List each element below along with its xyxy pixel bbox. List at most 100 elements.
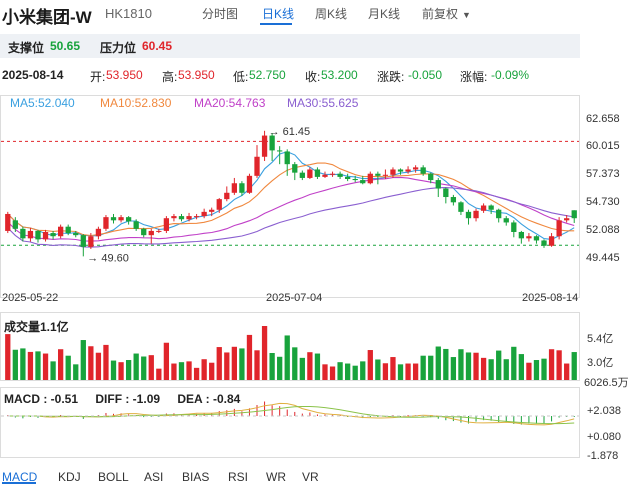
candle-body: [360, 180, 366, 184]
indicator-tab-wr[interactable]: WR: [266, 470, 286, 484]
volume-bar: [20, 348, 26, 380]
candle-body: [156, 230, 162, 232]
volume-bar: [5, 334, 11, 380]
price-panel-frame: [0, 95, 580, 298]
volume-bar: [428, 355, 434, 380]
indicator-tab-bias[interactable]: BIAS: [182, 470, 210, 484]
candle-body: [292, 164, 298, 173]
candle-body: [382, 174, 389, 176]
indicator-tab-asi[interactable]: ASI: [144, 470, 164, 484]
volume-bar: [224, 352, 230, 380]
volume-bar: [526, 362, 532, 380]
candle-body: [58, 226, 64, 237]
adjust-label: 前复权: [422, 7, 459, 21]
active-indicator-underline: [2, 482, 36, 484]
price-tick: 60.015: [586, 140, 620, 152]
kline-chart[interactable]: → 61.45 → 49.60: [0, 90, 640, 468]
volume-bar: [110, 360, 117, 380]
tab-daily-k[interactable]: 日K线: [262, 7, 295, 21]
indicator-tab-rsi[interactable]: RSI: [228, 470, 249, 484]
candle-body: [261, 135, 268, 157]
candle-body: [171, 216, 177, 219]
candle-body: [435, 180, 441, 189]
ma10-legend: MA10:52.830: [100, 96, 172, 110]
volume-title: 成交量1.1亿: [4, 320, 69, 334]
tab-intraday[interactable]: 分时图: [202, 7, 239, 21]
volume-bar: [337, 362, 343, 380]
stock-name: 小米集团-W: [2, 8, 92, 27]
volume-bar: [178, 362, 185, 380]
volume-bar: [277, 356, 283, 380]
volume-bar: [239, 348, 245, 380]
candle-body: [548, 236, 555, 246]
quote-date: 2025-08-14: [2, 68, 64, 82]
candle-body: [65, 226, 71, 234]
macd-panel-frame: [0, 387, 580, 458]
candle-body: [239, 183, 245, 193]
macd-tick: +0.080: [587, 431, 621, 443]
volume-bar: [88, 346, 94, 380]
volume-bar: [556, 350, 562, 380]
support-label: 支撑位: [8, 41, 45, 55]
header-bar: 小米集团-W HK1810 分时图 日K线 周K线 月K线 前复权 ▼: [0, 0, 640, 27]
candle-body: [412, 167, 419, 170]
volume-bar: [73, 364, 79, 380]
volume-bar: [533, 360, 540, 380]
volume-bar: [284, 335, 290, 380]
candle-body: [125, 217, 132, 222]
candle-body: [163, 218, 170, 231]
volume-bar: [299, 357, 305, 380]
candle-body: [571, 210, 577, 219]
volume-bar: [541, 358, 547, 380]
ma30-line: [7, 187, 575, 248]
candle-body: [405, 169, 411, 172]
volume-bar: [201, 359, 207, 380]
volume-bar: [80, 340, 86, 380]
indicator-tab-macd[interactable]: MACD: [2, 470, 38, 484]
macd-values: MACD : -0.51 DIFF : -1.09 DEA : -0.84: [4, 392, 254, 406]
volume-bar: [314, 353, 321, 380]
volume-bar: [473, 352, 479, 380]
macd-tick: -1.878: [587, 450, 619, 462]
candle-body: [216, 199, 222, 210]
volume-bar: [12, 349, 18, 380]
volume-bar: [35, 351, 41, 380]
macd-value: MACD : -0.51: [4, 392, 79, 406]
tab-weekly-k[interactable]: 周K线: [315, 7, 348, 21]
volume-bar: [141, 356, 147, 380]
pct-value: -0.09%: [491, 68, 530, 82]
candle-body: [231, 183, 237, 193]
volume-bar: [103, 344, 109, 380]
indicator-tab-boll[interactable]: BOLL: [98, 470, 129, 484]
volume-bar: [133, 353, 139, 380]
high-value: 53.950: [178, 68, 215, 82]
resist-value: 60.45: [142, 39, 173, 53]
volume-bar: [148, 355, 154, 380]
volume-bar: [412, 363, 419, 380]
ma20-line: [7, 176, 575, 242]
indicator-tab-kdj[interactable]: KDJ: [58, 470, 81, 484]
candle-body: [496, 209, 502, 219]
candle-body: [5, 213, 11, 231]
change-label: 涨跌:: [377, 70, 405, 84]
tab-monthly-k[interactable]: 月K线: [368, 7, 401, 21]
volume-bar: [511, 346, 517, 380]
ma10-line: [7, 162, 575, 237]
adjust-dropdown[interactable]: 前复权 ▼: [422, 5, 471, 22]
ma5-line: [7, 151, 575, 240]
candle-body: [186, 216, 192, 220]
stock-code: HK1810: [105, 6, 152, 21]
candle-body: [110, 217, 117, 221]
candle-body: [178, 216, 185, 220]
candle-body: [20, 228, 26, 239]
candle-body: [488, 205, 494, 210]
close-label: 收:: [305, 70, 321, 84]
macd-tick: +2.038: [587, 405, 621, 417]
chevron-down-icon: ▼: [462, 10, 471, 20]
candle-body: [533, 236, 540, 241]
volume-bar: [548, 349, 555, 380]
support-resistance-bar: 支撑位 50.65 压力位 60.45: [0, 34, 580, 58]
low-label: 低:: [233, 70, 249, 84]
indicator-tab-vr[interactable]: VR: [302, 470, 319, 484]
volume-bar: [95, 352, 102, 380]
